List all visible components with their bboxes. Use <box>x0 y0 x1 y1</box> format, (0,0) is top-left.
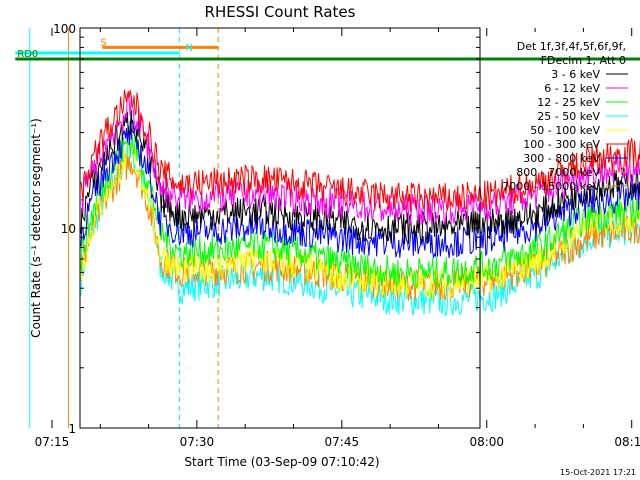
legend-label-3: 25 - 50 keV <box>537 110 600 123</box>
x-tick-label-4: 08:15 <box>614 435 640 449</box>
state-bar-label-0: S <box>100 37 106 48</box>
x-tick-label-3: 08:00 <box>469 435 504 449</box>
x-tick-label-0: 07:15 <box>35 435 70 449</box>
series-line-2 <box>80 134 640 290</box>
state-bar-label-3: RD0 <box>17 49 38 60</box>
legend-label-1: 6 - 12 keV <box>544 82 600 95</box>
series-line-0 <box>80 109 640 244</box>
x-tick-label-2: 07:45 <box>325 435 360 449</box>
axes: 11010007:1507:3007:4508:0008:1508:3008:4… <box>35 22 640 449</box>
series-line-6 <box>80 118 640 259</box>
legend-label-8: 7000 - 15000 keV <box>502 180 600 193</box>
series-line-3 <box>80 140 640 317</box>
legend-label-4: 50 - 100 keV <box>530 124 600 137</box>
footer-timestamp: 15-Oct-2021 17:21 <box>560 468 636 477</box>
y-axis-label: Count Rate (s⁻¹ detector segment⁻¹) <box>29 118 43 338</box>
x-tick-label-1: 07:30 <box>180 435 215 449</box>
legend-header-line-1: Det 1f,3f,4f,5f,6f,9f, <box>517 40 626 53</box>
legend-label-0: 3 - 6 keV <box>551 68 600 81</box>
y-tick-label-1: 10 <box>61 222 76 236</box>
legend-label-5: 100 - 300 keV <box>523 138 600 151</box>
plot-area: SNRD0RD4 <box>15 28 640 428</box>
y-tick-label-0: 1 <box>68 422 76 436</box>
legend-label-2: 12 - 25 keV <box>537 96 600 109</box>
legend: Det 1f,3f,4f,5f,6f,9f, FDecim 1, Att 0 3… <box>502 40 628 193</box>
series-line-5 <box>80 89 640 213</box>
state-bar-label-1: N <box>186 43 193 54</box>
legend-label-6: 300 - 800 keV <box>523 152 600 165</box>
x-axis-label: Start Time (03-Sep-09 07:10:42) <box>184 455 379 469</box>
y-tick-label-2: 100 <box>53 22 76 36</box>
series-line-4 <box>80 140 640 300</box>
legend-header-line-2: FDecim 1, Att 0 <box>541 54 626 67</box>
chart-title: RHESSI Count Rates <box>205 3 356 21</box>
legend-label-7: 800 - 7000 keV <box>516 166 600 179</box>
